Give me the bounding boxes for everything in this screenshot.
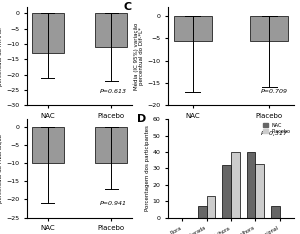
Bar (231, 152, 239, 218)
Bar (95, 13, 127, 47)
Bar (32, 127, 64, 163)
Y-axis label: Porcentagem dos participantes: Porcentagem dos participantes (145, 126, 150, 211)
Bar (247, 152, 255, 218)
Y-axis label: Média (IC 95%) variação
percentual do mMASI: Média (IC 95%) variação percentual do mM… (0, 22, 4, 90)
Legend: NAC, Placebo: NAC, Placebo (262, 122, 292, 135)
Text: D: D (136, 114, 146, 124)
Text: P=0.709: P=0.709 (261, 88, 288, 94)
Bar (198, 206, 207, 218)
Bar (223, 165, 231, 218)
Bar (32, 13, 64, 53)
Y-axis label: Média (IC 95%) variação
percentual do MELASQoL: Média (IC 95%) variação percentual do ME… (0, 134, 4, 203)
Text: P=0.941: P=0.941 (100, 201, 127, 206)
Bar (174, 16, 212, 40)
Bar (271, 206, 280, 218)
Text: P=0.613: P=0.613 (100, 88, 127, 94)
Bar (250, 16, 288, 40)
Text: C: C (124, 2, 132, 12)
Y-axis label: Média (IC 95%) variação
percentual do Dif-*L*: Média (IC 95%) variação percentual do Di… (133, 22, 145, 90)
Bar (95, 127, 127, 163)
Bar (255, 164, 264, 218)
Text: P=0,317: P=0,317 (261, 131, 288, 136)
Bar (207, 196, 215, 218)
